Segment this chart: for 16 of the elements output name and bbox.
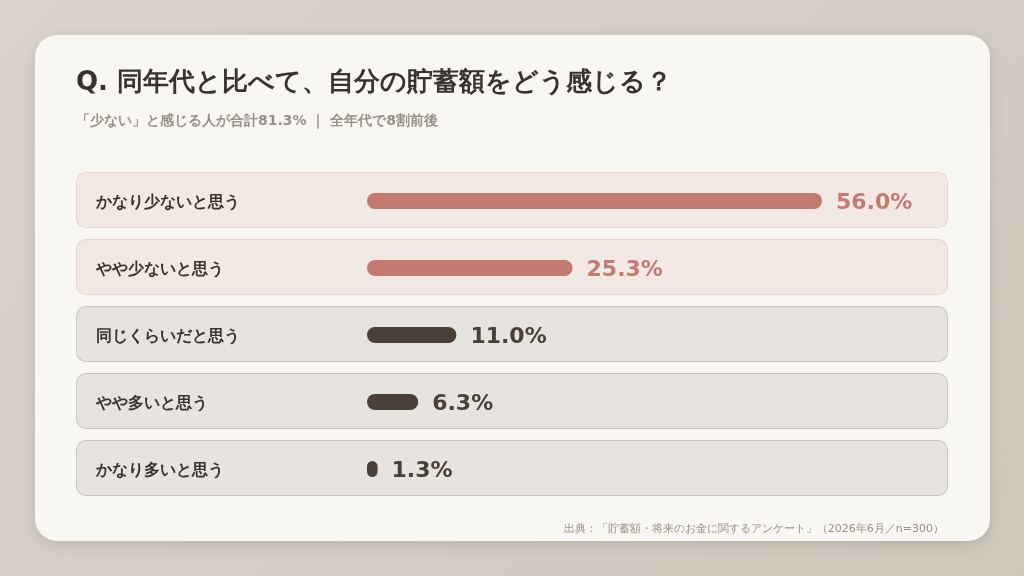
data-label: 1.3% (391, 456, 453, 482)
y-tick-label: かなり少ないと思う (95, 191, 240, 210)
bar (367, 259, 573, 276)
data-label: 56.0% (836, 188, 913, 214)
chart-title: Q. 同年代と比べて、自分の貯蓄額をどう感じる？ (76, 65, 673, 98)
bar (367, 326, 457, 343)
data-label: 11.0% (470, 322, 547, 348)
y-tick-label: やや多いと思う (95, 392, 208, 411)
chart-subtitle: 「少ない」と感じる人が合計81.3% ｜ 全年代で8割前後 (76, 112, 439, 130)
data-label: 6.3% (432, 389, 494, 415)
y-tick-label: 同じくらいだと思う (96, 325, 240, 344)
source-note: 出典：「貯蓄額・将来のお金に関するアンケート」（2026年6月／n=300） (563, 521, 944, 536)
y-tick-label: やや少ないと思う (95, 258, 224, 277)
data-label: 25.3% (586, 255, 663, 281)
y-tick-label: かなり多いと思う (95, 459, 224, 478)
bar (367, 192, 822, 209)
